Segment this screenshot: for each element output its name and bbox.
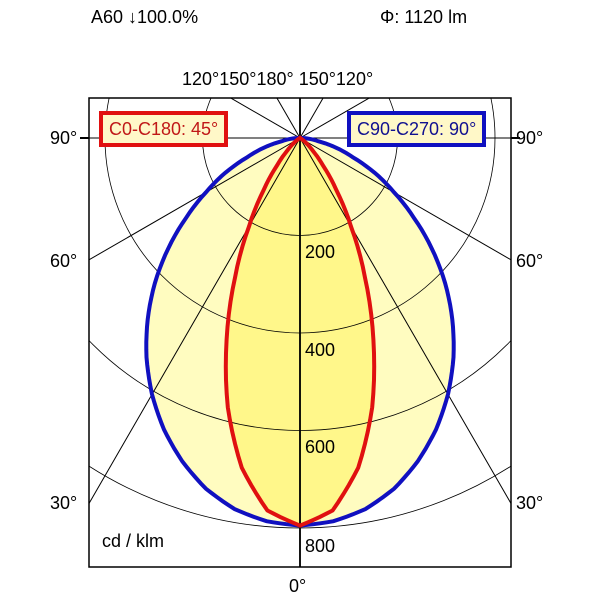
top-angle-labels: 120°150°180° 150°120° <box>182 69 374 89</box>
bottom-angle-0: 0° <box>289 576 307 596</box>
grid-ray-30 <box>299 137 511 505</box>
lamp-label: A60 ↓100.0% <box>91 7 199 27</box>
left-angle-90: 90° <box>50 128 78 148</box>
left-angle-60: 60° <box>50 251 78 271</box>
right-angle-60: 60° <box>516 251 544 271</box>
radial-label-400: 400 <box>305 340 336 360</box>
radial-label-800: 800 <box>305 536 336 556</box>
legend-c0-c180: C0-C180: 45° <box>99 111 229 147</box>
curve-c0-c180 <box>223 135 377 528</box>
chart-frame <box>88 97 512 568</box>
right-angle-30: 30° <box>516 493 544 513</box>
legend-c90-c270: C90-C270: 90° <box>347 111 487 147</box>
grid-ray-60 <box>299 137 511 261</box>
radial-label-600: 600 <box>305 437 336 457</box>
radial-label-200: 200 <box>305 242 336 262</box>
left-angle-30: 30° <box>50 493 78 513</box>
right-angle-90: 90° <box>516 128 544 148</box>
unit-label: cd / klm <box>102 531 165 551</box>
grid-ray-30 <box>89 137 301 505</box>
grid-ray-60 <box>89 137 301 261</box>
flux-label: Φ: 1120 lm <box>380 7 468 27</box>
